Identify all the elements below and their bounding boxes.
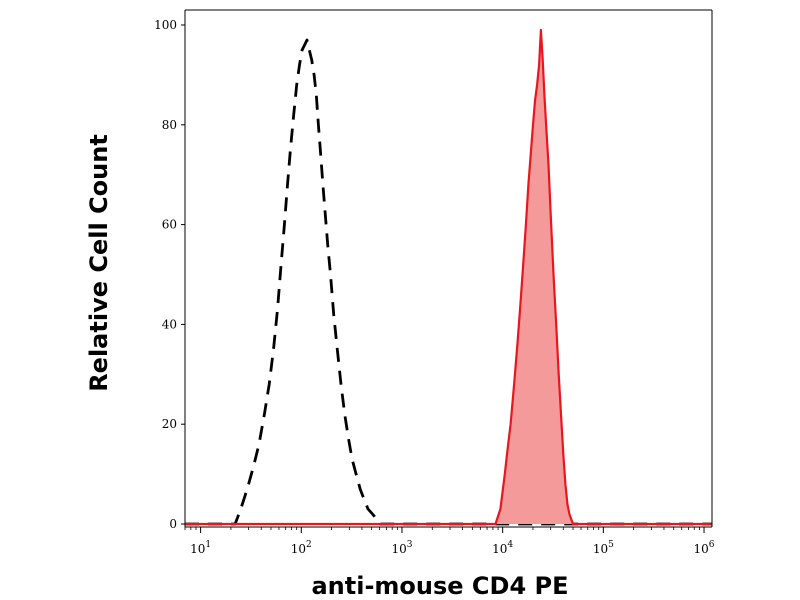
x-tick-label: 101 (190, 540, 211, 556)
x-tick-label: 102 (291, 540, 312, 556)
y-tick-label: 100 (154, 18, 177, 32)
y-tick-label: 60 (162, 218, 177, 232)
y-tick-label: 80 (162, 118, 177, 132)
x-tick-label: 106 (694, 540, 715, 556)
y-tick-label: 0 (169, 517, 177, 531)
series-1-fill (185, 30, 712, 524)
x-tick-label: 104 (492, 540, 513, 556)
x-axis-title: anti-mouse CD4 PE (311, 572, 568, 600)
axes (184, 9, 713, 528)
x-tick-label: 103 (391, 540, 412, 556)
y-axis-title: Relative Cell Count (85, 134, 113, 392)
tick-layer: 0 20 40 60 80 100 101 102 103 104 105 106 (154, 18, 715, 556)
y-tick-label: 40 (162, 317, 177, 331)
x-tick-label: 105 (593, 540, 614, 556)
series-layer (185, 28, 712, 526)
series-0-line (185, 38, 712, 526)
y-tick-label: 20 (162, 417, 177, 431)
series-1-outline (185, 28, 712, 526)
